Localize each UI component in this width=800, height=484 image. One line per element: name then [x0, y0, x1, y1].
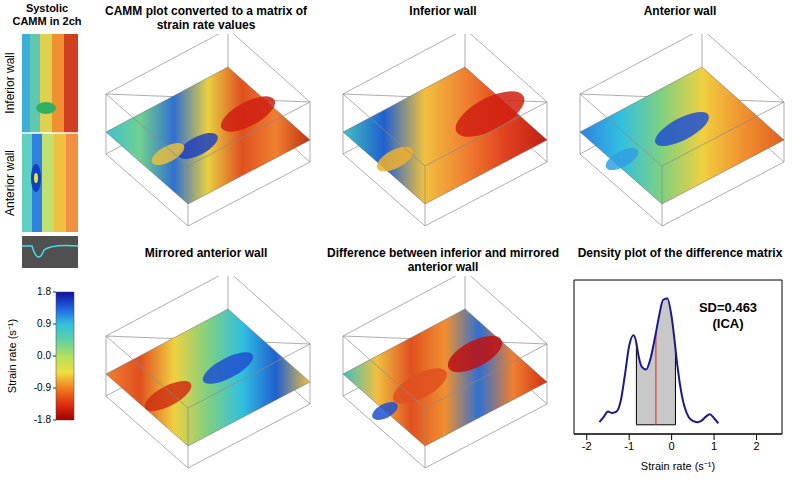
html-text:Mirrored anterior wall: Mirrored anterior wall — [144, 246, 268, 260]
html-text:Density plot of the difference: Density plot of the difference matrix — [577, 246, 783, 260]
html-text:Difference between inferior an: Difference between inferior and mirrored… — [327, 246, 559, 274]
svg-text:1: 1 — [711, 440, 717, 452]
html-text:Anterior wall: Anterior wall — [643, 4, 717, 18]
html-text:CAMM plot converted to a matri: CAMM plot converted to a matrix of strai… — [105, 4, 307, 32]
svg-text:1.8: 1.8 — [37, 286, 51, 297]
svg-text:-1: -1 — [624, 440, 634, 452]
svg-text:-0.9: -0.9 — [34, 382, 52, 393]
html-text:(ICA): (ICA) — [712, 316, 744, 331]
svg-text:-1.8: -1.8 — [34, 414, 52, 425]
html-text:Systolic CAMM in 2ch: Systolic CAMM in 2ch — [12, 2, 82, 27]
html-text:SD=0.463: SD=0.463 — [698, 300, 758, 315]
svg-text:Anterior wall: Anterior wall — [3, 150, 17, 216]
svg-text:0: 0 — [669, 440, 675, 452]
svg-text:-2: -2 — [582, 440, 592, 452]
svg-text:0.9: 0.9 — [37, 318, 51, 329]
svg-text:0.0: 0.0 — [37, 350, 51, 361]
svg-text:Strain rate (s⁻¹): Strain rate (s⁻¹) — [6, 319, 18, 393]
svg-text:Strain rate (s⁻¹): Strain rate (s⁻¹) — [641, 460, 715, 472]
html-text:Inferior wall: Inferior wall — [409, 4, 477, 18]
svg-text:Inferior wall: Inferior wall — [3, 52, 17, 113]
svg-text:2: 2 — [753, 440, 759, 452]
